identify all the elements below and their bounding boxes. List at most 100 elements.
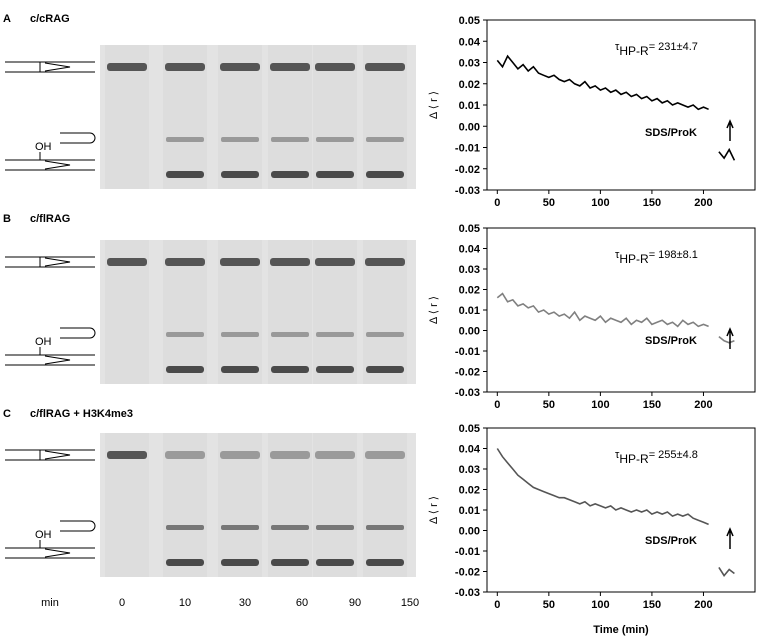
y-tick-label: 0.01 (459, 100, 480, 112)
gel-band (221, 332, 259, 337)
lane-label: 30 (239, 597, 251, 609)
gel-band (271, 366, 309, 373)
gel-band (316, 559, 354, 566)
gel-band (316, 332, 354, 337)
y-tick-label: 0.04 (459, 36, 481, 48)
gel-band (107, 258, 147, 266)
tau-annotation: τHP-R= 255±4.8 (615, 449, 698, 466)
x-tick-label: 50 (543, 399, 555, 411)
y-tick-label: 0.03 (459, 464, 480, 476)
y-tick-label: 0.04 (459, 244, 481, 256)
lane-label: 60 (296, 597, 308, 609)
y-tick-label: 0.01 (459, 505, 480, 517)
gel-band (165, 258, 205, 266)
cleaved-diagram (5, 540, 95, 559)
data-line (496, 448, 735, 577)
tau-symbol: τ (615, 449, 620, 461)
y-tick-label: 0.05 (459, 423, 480, 435)
marker-arrow (726, 327, 734, 349)
dna-diagram (5, 256, 95, 268)
panel-letter: B (3, 213, 11, 225)
x-tick-label: 0 (494, 599, 500, 611)
y-axis-label: Δ ⟨ r ⟩ (428, 496, 440, 524)
gel-band (107, 451, 147, 459)
tau-value: = 198±8.1 (649, 249, 698, 261)
tau-symbol: τ (615, 249, 620, 261)
y-tick-label: -0.01 (455, 346, 480, 358)
panel-label: c/flRAG + H3K4me3 (30, 408, 133, 420)
y-tick-label: -0.03 (455, 587, 480, 599)
marker-label: SDS/ProK (645, 535, 697, 547)
x-tick-label: 100 (591, 599, 609, 611)
gel-band (271, 137, 309, 142)
gel-band (221, 171, 259, 178)
y-tick-label: -0.02 (455, 567, 480, 579)
y-tick-label: -0.01 (455, 546, 480, 558)
panel-label: c/flRAG (30, 213, 70, 225)
gel-band (221, 525, 259, 530)
gel-band (366, 171, 404, 178)
gel-band (366, 137, 404, 142)
x-tick-label: 0 (494, 197, 500, 209)
panel-letter: C (3, 408, 11, 420)
gel-band (166, 332, 204, 337)
gel-band (271, 171, 309, 178)
gel-band (220, 63, 260, 71)
y-tick-label: -0.02 (455, 367, 480, 379)
gel-band (366, 332, 404, 337)
tau-annotation: τHP-R= 198±8.1 (615, 249, 698, 266)
tau-annotation: τHP-R= 231±4.7 (615, 41, 698, 58)
y-tick-label: -0.03 (455, 387, 480, 399)
y-tick-label: 0.00 (459, 121, 480, 133)
y-tick-label: 0.03 (459, 58, 480, 70)
hairpin-diagram (60, 520, 96, 532)
y-tick-label: 0.02 (459, 485, 480, 497)
gel-band (270, 258, 310, 266)
gel-band (271, 525, 309, 530)
marker-arrow (726, 527, 734, 549)
dna-diagram (5, 61, 95, 73)
time-label: min (41, 597, 59, 609)
x-tick-label: 200 (694, 197, 712, 209)
gel-band (365, 451, 405, 459)
gel-band (316, 366, 354, 373)
gel-band (316, 171, 354, 178)
dna-diagram (5, 449, 95, 461)
hairpin-diagram (60, 132, 96, 144)
x-tick-label: 150 (643, 399, 661, 411)
cleaved-diagram (5, 152, 95, 171)
y-axis-label: Δ ⟨ r ⟩ (428, 296, 440, 324)
y-tick-label: 0.04 (459, 444, 481, 456)
x-tick-label: 100 (591, 399, 609, 411)
gel-band (316, 525, 354, 530)
data-line (496, 54, 736, 161)
gel-band (166, 171, 204, 178)
gel-band (165, 451, 205, 459)
hairpin-diagram (60, 327, 96, 339)
lane-label: 10 (179, 597, 191, 609)
gel-band (107, 63, 147, 71)
marker-label: SDS/ProK (645, 335, 697, 347)
tau-symbol: τ (615, 41, 620, 53)
x-tick-label: 50 (543, 599, 555, 611)
panel-letter: A (3, 13, 11, 25)
gel-band (365, 63, 405, 71)
gel-band (166, 137, 204, 142)
tau-value: = 255±4.8 (649, 449, 698, 461)
tau-subscript: HP-R (619, 452, 649, 466)
gel-band (366, 525, 404, 530)
x-tick-label: 0 (494, 399, 500, 411)
y-tick-label: 0.05 (459, 15, 480, 27)
data-line (496, 292, 735, 344)
x-tick-label: 100 (591, 197, 609, 209)
cleaved-diagram (5, 347, 95, 366)
gel-band (315, 258, 355, 266)
y-tick-label: 0.01 (459, 305, 480, 317)
gel-band (220, 451, 260, 459)
gel-band (270, 451, 310, 459)
gel-band (315, 63, 355, 71)
panel-label: c/cRAG (30, 13, 70, 25)
gel-band (166, 525, 204, 530)
gel-band (165, 63, 205, 71)
